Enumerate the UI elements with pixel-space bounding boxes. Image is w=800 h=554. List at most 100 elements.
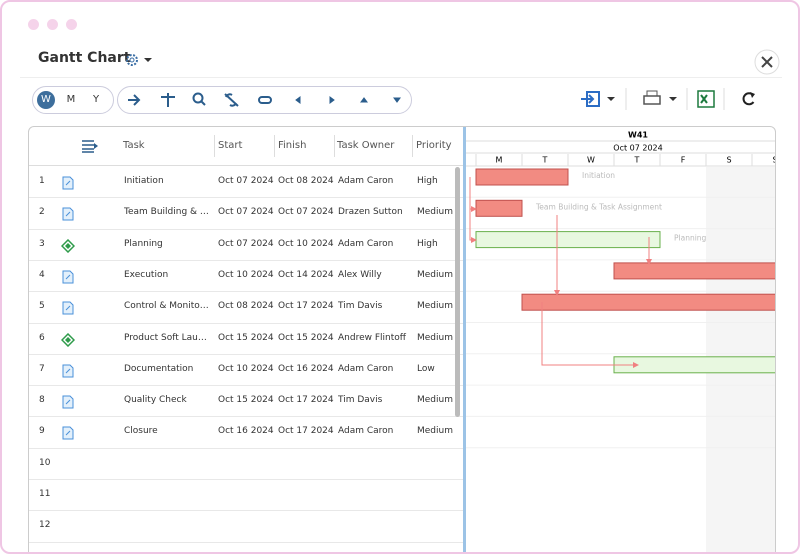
scrollbar: [455, 167, 460, 417]
column-header[interactable]: Task Owner: [337, 140, 395, 151]
import-button[interactable]: [581, 91, 615, 107]
cell: Adam Caron: [338, 176, 394, 186]
next-button[interactable]: [329, 96, 335, 104]
window-dot: [66, 19, 77, 30]
cell: Adam Caron: [338, 238, 394, 249]
row-number: 12: [39, 520, 51, 531]
row-number: 5: [39, 301, 45, 312]
cell: Oct 08 2024: [218, 301, 274, 312]
cell: Oct 07 2024: [218, 207, 274, 218]
cell: Documentation: [124, 363, 194, 374]
cell: Execution: [124, 269, 169, 280]
task-icon: [61, 425, 75, 444]
day-label: T: [634, 156, 640, 165]
row-line: [29, 510, 463, 512]
cell: Oct 14 2024: [278, 269, 334, 280]
task-bar: [475, 199, 523, 217]
day-label: M: [496, 156, 503, 165]
column-separator: [214, 135, 215, 157]
window-dot: [28, 19, 39, 30]
column-header[interactable]: Task: [123, 140, 145, 151]
cell: Quality Check: [124, 395, 187, 406]
task-icon: [61, 300, 75, 319]
cell: Tim Davis: [338, 301, 383, 312]
cell: Adam Caron: [338, 426, 394, 437]
row-line: [29, 197, 463, 199]
up-button[interactable]: [360, 97, 368, 103]
close-button[interactable]: [754, 49, 780, 75]
down-button[interactable]: [393, 97, 401, 103]
view-button[interactable]: W: [37, 91, 55, 109]
column-separator: [334, 135, 335, 157]
row-line: [29, 416, 463, 418]
column-header[interactable]: Finish: [278, 140, 307, 151]
cell: Product Soft Launch: [124, 332, 212, 343]
indent-button[interactable]: [128, 94, 141, 106]
row-number: 1: [39, 176, 45, 186]
prev-button[interactable]: [295, 96, 301, 104]
row-number: 3: [39, 238, 45, 249]
unlink-button[interactable]: [224, 93, 239, 107]
bar-label: Planning: [674, 234, 707, 243]
window-dot: [47, 19, 58, 30]
cell: Control & Monitoring: [124, 301, 212, 312]
cell: Drazen Sutton: [338, 207, 403, 218]
cell: Initiation: [124, 176, 164, 186]
cell: Tim Davis: [338, 395, 383, 406]
view-button[interactable]: M: [66, 94, 76, 105]
day-label: F: [681, 156, 686, 165]
title: Gantt Chart: [38, 50, 131, 66]
column-menu[interactable]: [81, 139, 99, 153]
cell: Oct 15 2024: [278, 332, 334, 343]
day-label: W: [587, 156, 595, 165]
divider: [20, 77, 782, 78]
view-button[interactable]: Y: [92, 94, 100, 105]
gantt-grid: Task Start Finish Task Owner Priority 1 Initi…: [28, 126, 776, 552]
milestone-icon: [60, 238, 76, 257]
row-line: [29, 447, 463, 449]
row-line: [29, 541, 463, 543]
row-line: [29, 228, 463, 230]
cell: Adam Caron: [338, 363, 394, 374]
cell: Andrew Flintoff: [338, 332, 406, 343]
row-line: [29, 322, 463, 324]
row-number: 9: [39, 426, 45, 437]
row-line: [29, 353, 463, 355]
dependency-lines: [469, 177, 652, 368]
column-header[interactable]: Start: [218, 140, 243, 151]
task-bar: [613, 262, 775, 280]
cell: Oct 10 2024: [278, 238, 334, 249]
link-button[interactable]: [258, 96, 272, 104]
cell: Oct 15 2024: [218, 332, 274, 343]
task-icon: [61, 394, 75, 413]
bar-label: Initiation: [582, 171, 615, 180]
row-number: 8: [39, 395, 45, 406]
day-label: S: [726, 156, 731, 165]
excel-button[interactable]: [697, 90, 715, 108]
column-header[interactable]: Priority: [416, 140, 452, 151]
splitter[interactable]: [463, 127, 466, 552]
cell: Oct 10 2024: [218, 269, 274, 280]
row-number: 2: [39, 207, 45, 218]
table-body: 1 Initiation Oct 07 2024 Oct 08 2024 Adam Ca…: [29, 166, 463, 552]
milestone-button[interactable]: [161, 93, 175, 107]
cell: Oct 07 2024: [218, 176, 274, 186]
row-number: 7: [39, 363, 45, 374]
print-button[interactable]: [643, 90, 677, 105]
zoom-button[interactable]: [192, 92, 204, 104]
cell: Oct 17 2024: [278, 395, 334, 406]
toolbar-group: [117, 86, 412, 114]
column-separator: [412, 135, 413, 157]
day-label: T: [542, 156, 548, 165]
settings-button[interactable]: [124, 52, 156, 68]
task-icon: [61, 175, 75, 194]
task-icon: [61, 269, 75, 288]
task-icon: [61, 206, 75, 225]
toolbar-right: [581, 88, 755, 110]
refresh-button[interactable]: [742, 92, 755, 106]
cell: Oct 16 2024: [278, 363, 334, 374]
date-label: Oct 07 2024: [613, 144, 662, 153]
